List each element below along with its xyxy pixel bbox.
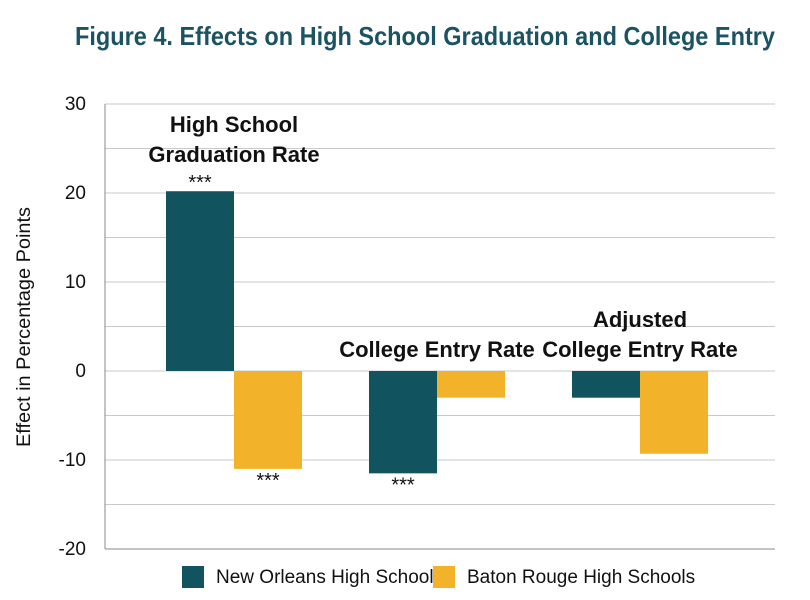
legend-swatch [182,566,204,588]
bar [234,371,302,469]
significance-label: *** [391,474,415,496]
category-label: Graduation Rate [148,142,319,167]
y-tick-label: 30 [65,94,86,115]
y-axis-ticks: 30 20 10 0 -10 -20 [59,94,86,560]
y-tick-label: 20 [65,183,86,204]
category-label: Adjusted [593,307,687,332]
legend-swatch [433,566,455,588]
bars [166,191,708,474]
category-label: College Entry Rate [542,337,738,362]
y-tick-label: -20 [59,539,86,560]
significance-label: *** [256,470,280,492]
bar [166,191,234,371]
category-label: College Entry Rate [339,337,535,362]
significance-label: *** [188,172,212,194]
y-tick-label: 10 [65,272,86,293]
y-tick-label: 0 [75,361,86,382]
y-axis-label: Effect in Percentage Points [14,207,35,447]
legend-label: New Orleans High Schools [216,567,443,588]
chart-title: Figure 4. Effects on High School Graduat… [75,21,775,51]
bar [437,371,505,398]
bar [640,371,708,454]
y-tick-label: -10 [59,450,86,471]
legend-label: Baton Rouge High Schools [467,567,695,588]
legend: New Orleans High Schools Baton Rouge High… [182,566,695,588]
category-labels: High School Graduation Rate College Entry … [148,112,737,362]
bar [369,371,437,474]
category-label: High School [170,112,298,137]
significance-labels: *** *** *** [188,172,415,496]
bar [572,371,640,398]
